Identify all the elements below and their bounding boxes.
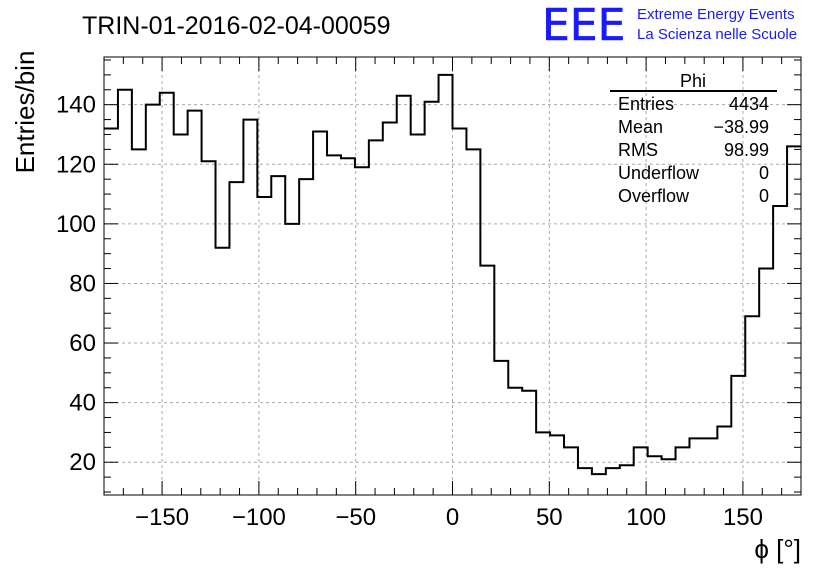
x-axis-label: ϕ [°] — [754, 534, 801, 564]
x-tick-label: −150 — [135, 504, 189, 531]
histogram-bin — [243, 120, 257, 495]
logo-line-1: Extreme Energy Events — [637, 6, 795, 23]
stats-label-rms: RMS — [618, 140, 658, 160]
axis-tick-labels: −150 −100 −50 0 50 100 150 20 40 60 80 100 120 140 — [56, 92, 763, 531]
y-tick-label: 140 — [56, 92, 96, 119]
y-tick-label: 120 — [56, 151, 96, 178]
eee-logo-mark: EEE — [542, 0, 625, 51]
histogram-bin — [411, 134, 425, 495]
histogram-bin — [522, 391, 536, 495]
histogram-bin — [578, 468, 592, 495]
histogram-bin — [494, 361, 508, 495]
histogram-bin — [132, 149, 146, 495]
eee-logo: EEE Extreme Energy Events La Scienza nel… — [542, 0, 797, 51]
y-tick-label: 60 — [69, 330, 96, 357]
stats-box: Phi Entries 4434 Mean −38.99 RMS 98.99 U… — [610, 71, 777, 206]
histogram-bin — [689, 438, 703, 495]
histogram-bin — [773, 206, 787, 495]
histogram-bin — [257, 197, 271, 495]
histogram-bin — [146, 105, 160, 495]
grid — [104, 57, 801, 495]
stats-value-entries: 4434 — [729, 94, 769, 114]
histogram-bin — [508, 388, 522, 495]
stats-label-overflow: Overflow — [618, 186, 690, 206]
stats-label-underflow: Underflow — [618, 163, 700, 183]
histogram-bin — [369, 140, 383, 495]
histogram-bin — [453, 129, 467, 495]
y-tick-label: 100 — [56, 211, 96, 238]
histogram-bin — [703, 438, 717, 495]
chart-title: TRIN-01-2016-02-04-00059 — [82, 12, 391, 40]
histogram-bin — [313, 131, 327, 495]
histogram-bin — [745, 316, 759, 495]
x-tick-label: 100 — [626, 504, 666, 531]
stats-label-entries: Entries — [618, 94, 674, 114]
histogram-bin — [592, 474, 606, 495]
histogram-bin — [327, 155, 341, 495]
histogram-bin — [118, 90, 132, 495]
histogram-bin — [564, 447, 578, 495]
x-tick-label: −100 — [232, 504, 286, 531]
histogram-bin — [355, 167, 369, 495]
histogram-bin — [731, 376, 745, 495]
histogram-bin — [383, 123, 397, 495]
stats-value-overflow: 0 — [759, 186, 769, 206]
histogram-bin — [160, 93, 174, 495]
histogram-bin — [550, 435, 564, 495]
stats-value-underflow: 0 — [759, 163, 769, 183]
stats-box-title: Phi — [680, 71, 706, 91]
y-axis-label: Entries/bin — [10, 51, 40, 174]
histogram-bin — [787, 146, 801, 495]
x-tick-label: 50 — [536, 504, 563, 531]
histogram-bin — [299, 179, 313, 495]
histogram-bin — [648, 456, 662, 495]
stats-value-rms: 98.99 — [724, 140, 769, 160]
histogram-bin — [439, 75, 453, 495]
histogram-bin — [425, 102, 439, 495]
histogram-bin — [202, 161, 216, 495]
y-tick-label: 20 — [69, 449, 96, 476]
histogram-bin — [717, 426, 731, 495]
histogram-bin — [536, 432, 550, 495]
histogram-bin — [634, 447, 648, 495]
histogram-line — [104, 73, 801, 476]
histogram-bin — [676, 447, 690, 495]
histogram-bin — [397, 96, 411, 495]
histogram-bin — [285, 224, 299, 495]
histogram-bin — [229, 182, 243, 495]
x-tick-label: −50 — [335, 504, 376, 531]
y-tick-label: 80 — [69, 270, 96, 297]
y-tick-label: 40 — [69, 390, 96, 417]
x-tick-label: 0 — [446, 504, 459, 531]
histogram-bin — [188, 111, 202, 495]
histogram-bin — [271, 176, 285, 495]
x-tick-label: 150 — [723, 504, 763, 531]
histogram-bin — [104, 129, 118, 495]
histogram-bin — [662, 459, 676, 495]
histogram-bin — [606, 468, 620, 495]
histogram-bin — [174, 134, 188, 495]
logo-line-2: La Scienza nelle Scuole — [637, 26, 797, 43]
histogram-bin — [341, 158, 355, 495]
histogram-bin — [480, 266, 494, 495]
histogram-bin — [466, 149, 480, 495]
histogram-bin — [216, 248, 230, 495]
histogram-bin — [759, 269, 773, 495]
axis-ticks — [103, 57, 802, 495]
stats-label-mean: Mean — [618, 117, 663, 137]
stats-value-mean: −38.99 — [713, 117, 769, 137]
